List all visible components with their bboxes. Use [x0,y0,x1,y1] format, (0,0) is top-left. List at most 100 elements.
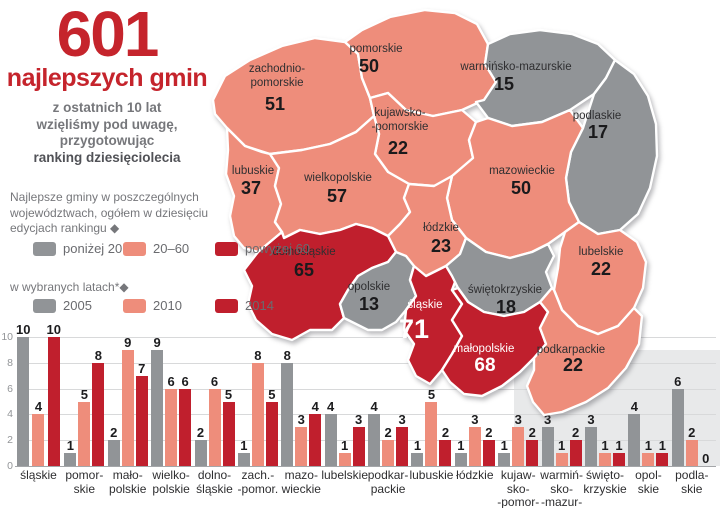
bar-2014-lubuskie [439,440,452,466]
legend-label: 20–60 [153,241,190,256]
bar-wrap: 10 [46,323,61,466]
category-label-kujawsko-pomorskie: kujaw-sko- -pomor- [497,468,540,508]
bar-wrap: 5 [425,323,438,466]
legend-item-2005: 2005 [33,298,92,313]
description-line: z ostatnich 10 lat [52,100,162,115]
bar-wrap: 10 [16,323,30,466]
bar-value-label: 6 [210,373,219,389]
y-axis-tick: 2 [7,434,13,447]
y-axis-tick: 10 [1,331,13,343]
bar-wrap: 3 [541,323,554,466]
legend-total-caption: Najlepsze gminy w poszczególnych wojewód… [10,190,208,237]
legend-label: 2010 [153,298,182,313]
bar-wrap: 6 [179,323,192,466]
bar-value-label: 9 [124,334,132,350]
bar-2014-małopolskie [135,375,148,466]
legend-item-2014: 2014 [215,298,274,313]
bar-value-label: 3 [514,412,522,428]
legend-swatch-red [215,241,238,256]
bar-wrap: 5 [265,323,278,466]
bar-value-label: 2 [384,425,392,441]
bar-2014-wielkopolskie [179,388,192,466]
bar-2005-małopolskie [107,440,120,466]
bar-wrap: 1 [642,323,655,466]
bar-wrap: 1 [454,323,467,466]
bar-value-label: 5 [427,386,436,402]
bar-2010-łódzkie [468,427,481,466]
bar-group-małopolskie: 2 9 7 mało-polskie [107,323,148,495]
bar-2014-lubelskie [352,427,365,466]
bar-2005-świętokrzyskie [585,427,598,466]
bar-2005-pomorskie [64,453,77,466]
bar-value-label: 10 [16,322,31,337]
legend-swatch-salmon [123,241,146,256]
bar-value-label: 1 [644,438,653,454]
category-label-lubelskie: lubelskie [321,468,369,482]
bar-group-podlaskie: 6 2 0 podla-skie [671,323,712,495]
bar-2014-kujawsko-pomorskie [526,440,539,466]
bar-value-label: 1 [615,438,623,454]
gridline [18,362,716,364]
bar-2014-pomorskie [92,362,105,466]
bar-wrap: 4 [628,323,641,466]
category-label-lubuskie: lubuskie [409,468,454,482]
bar-2005-podlaskie [671,388,684,466]
bar-wrap: 1 [613,323,626,466]
bar-value-label: 7 [138,360,146,376]
x-axis-baseline [15,466,716,467]
legend-item-above-60: powyżej 60 [215,241,310,256]
bar-value-label: 5 [224,386,233,402]
bar-2010-pomorskie [78,401,91,466]
bar-2010-opolskie [642,453,655,466]
bar-2010-podlaskie [685,440,698,466]
description-bold-line: ranking dziesięciolecia [33,149,181,165]
bar-value-label: 4 [370,399,378,415]
bar-wrap: 1 [656,323,669,466]
y-axis-tick: 6 [7,382,13,395]
bar-value-label: 3 [471,412,479,428]
bar-value-label: 6 [181,373,189,389]
category-label-wielkopolskie: wielko-polskie [152,468,190,496]
category-label-opolskie: opol-skie [635,468,662,496]
bar-value-label: 1 [457,438,465,454]
y-axis-tick: 0 [7,460,13,472]
bar-wrap: 4 [324,323,337,466]
bar-2005-lubelskie [324,414,337,466]
bar-2010-śląskie [32,414,45,466]
bar-wrap: 0 [700,323,712,466]
category-label-świętokrzyskie: święto-krzyskie [583,468,627,496]
bar-wrap: 6 [208,323,221,466]
bar-wrap: 9 [151,323,164,466]
bar-2005-warmińsko-mazurskie [541,427,554,466]
bar-wrap: 2 [107,323,120,466]
bar-2005-zachodniopomorskie [237,453,250,466]
bar-group-świętokrzyskie: 3 1 1 święto-krzyskie [583,323,626,495]
bar-wrap: 4 [32,323,45,466]
bar-wrap: 1 [338,323,351,466]
bar-value-label: 5 [268,386,276,402]
category-label-podlaskie: podla-skie [675,468,709,496]
bar-2005-kujawsko-pomorskie [498,453,511,466]
bar-value-label: 1 [66,438,74,454]
bar-2010-dolnośląskie [208,388,221,466]
category-label-pomorskie: pomor-skie [65,468,104,496]
category-label-zachodniopomorskie: zach.- -pomor. [237,468,279,496]
bar-group-warmińsko-mazurskie: 3 1 2 warmiń-sko- -mazur- [540,323,583,508]
bar-value-label: 2 [196,425,205,441]
legend-caption-line: Najlepsze gminy w poszczególnych [10,190,199,204]
bar-wrap: 1 [555,323,568,466]
bar-2014-zachodniopomorskie [265,401,278,466]
bar-wrap: 8 [281,323,294,466]
legend-years-caption: w wybranych latach*◆ [10,280,129,294]
bar-wrap: 1 [599,323,612,466]
headline: 601 najlepszych gmin z ostatnich 10 lat … [0,2,214,166]
headline-subtitle: najlepszych gmin [6,64,208,92]
legend-caption-line: edycjach rankingu ◆ [10,221,120,235]
legend-swatch-2005 [33,298,56,313]
bar-wrap: 2 [439,323,452,466]
bar-2014-opolskie [656,453,669,466]
legend-label: 2005 [63,298,92,313]
bar-wrap: 3 [396,323,409,466]
bar-value-label: 1 [601,438,609,454]
